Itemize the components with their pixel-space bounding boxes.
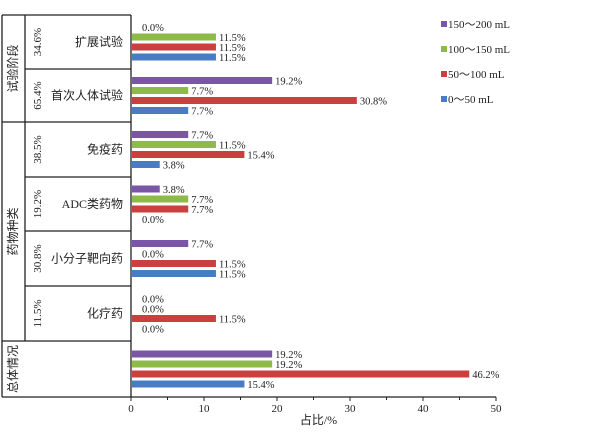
- bar-2: [132, 205, 189, 213]
- bar-2: [132, 370, 470, 378]
- category-label: ADC类药物: [62, 197, 123, 211]
- data-label: 3.8%: [163, 185, 185, 196]
- group-share-label: 30.8%: [32, 244, 44, 272]
- category-label: 首次人体试验: [51, 88, 123, 103]
- data-label: 19.2%: [275, 360, 302, 371]
- data-label: 7.7%: [191, 240, 213, 251]
- legend-swatch: [441, 71, 447, 77]
- data-label: 0.0%: [142, 215, 164, 226]
- x-axis-label: 占比/%: [300, 412, 337, 427]
- category-label: 免疫药: [87, 142, 123, 157]
- group-share-label: 65.4%: [32, 81, 44, 109]
- outer-group-label: 试验阶段: [5, 44, 20, 92]
- bar-0: [132, 77, 273, 84]
- data-label: 30.8%: [360, 97, 387, 108]
- legend-label: 50～100 mL: [448, 69, 505, 81]
- data-label: 15.4%: [247, 380, 274, 391]
- data-label: 7.7%: [191, 131, 213, 142]
- bar-0: [132, 185, 160, 193]
- outer-group-label: 药物种类: [6, 207, 20, 255]
- data-label: 46.2%: [472, 370, 499, 381]
- bar-3: [132, 107, 189, 114]
- data-label: 11.5%: [219, 141, 246, 152]
- x-tick-label: 20: [272, 403, 284, 415]
- x-tick-label: 40: [418, 403, 430, 415]
- bar-0: [132, 240, 189, 247]
- category-label: 化疗药: [87, 307, 123, 321]
- bar-2: [132, 97, 357, 104]
- group-share-label: 11.5%: [32, 299, 44, 327]
- data-label: 0.0%: [142, 325, 164, 336]
- data-label: 11.5%: [219, 270, 246, 281]
- legend-swatch: [441, 21, 447, 27]
- x-tick-label: 10: [199, 403, 211, 415]
- data-label: 3.8%: [163, 161, 185, 172]
- bar-3: [132, 380, 245, 388]
- bar-0: [132, 350, 273, 358]
- data-label: 7.7%: [191, 87, 213, 98]
- data-label: 11.5%: [219, 315, 246, 326]
- bar-2: [132, 43, 216, 51]
- data-label: 11.5%: [219, 260, 246, 271]
- data-label: 0.0%: [142, 23, 164, 34]
- data-label: 0.0%: [142, 295, 164, 306]
- data-label: 19.2%: [275, 350, 302, 361]
- x-tick-label: 50: [491, 403, 503, 415]
- bar-1: [132, 141, 216, 148]
- category-label: 小分子靶向药: [51, 251, 123, 266]
- bar-1: [132, 33, 216, 41]
- bar-3: [132, 161, 160, 168]
- outer-group-label: 总体情况: [6, 345, 20, 393]
- data-label: 15.4%: [247, 151, 274, 162]
- data-label: 0.0%: [142, 250, 164, 261]
- data-label: 11.5%: [219, 33, 246, 44]
- bar-3: [132, 53, 216, 61]
- bar-3: [132, 270, 216, 277]
- bar-2: [132, 315, 216, 322]
- legend-label: 0～50 mL: [448, 94, 494, 106]
- bar-0: [132, 131, 189, 138]
- data-label: 7.7%: [191, 205, 213, 216]
- bar-2: [132, 260, 216, 267]
- data-label: 7.7%: [191, 195, 213, 206]
- bar-2: [132, 151, 245, 158]
- category-label: 扩展试验: [75, 34, 123, 49]
- x-tick-label: 0: [128, 403, 134, 415]
- legend-swatch: [441, 46, 447, 52]
- x-tick-label: 30: [345, 403, 357, 415]
- group-share-label: 38.5%: [32, 135, 44, 163]
- legend-swatch: [441, 96, 447, 102]
- data-label: 0.0%: [142, 305, 164, 316]
- data-label: 19.2%: [275, 77, 302, 88]
- bar-1: [132, 87, 189, 94]
- legend-label: 150～200 mL: [448, 19, 510, 31]
- group-share-label: 34.6%: [32, 28, 44, 56]
- data-label: 7.7%: [191, 107, 213, 118]
- group-share-label: 19.2%: [32, 190, 44, 218]
- data-label: 11.5%: [219, 53, 246, 64]
- bar-1: [132, 195, 189, 203]
- legend-label: 100～150 mL: [448, 44, 510, 56]
- bar-1: [132, 360, 273, 368]
- data-label: 11.5%: [219, 43, 246, 54]
